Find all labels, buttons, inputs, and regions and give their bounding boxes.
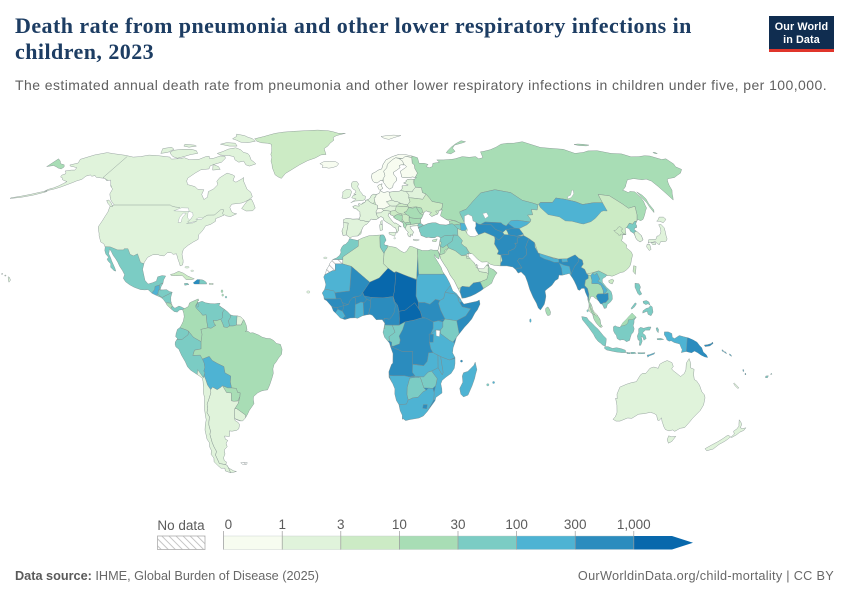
svg-text:0: 0	[225, 517, 233, 532]
svg-text:100: 100	[505, 517, 528, 532]
svg-text:1: 1	[278, 517, 286, 532]
svg-text:No data: No data	[157, 518, 205, 533]
svg-text:30: 30	[450, 517, 465, 532]
svg-text:3: 3	[337, 517, 345, 532]
svg-text:10: 10	[392, 517, 407, 532]
svg-text:300: 300	[564, 517, 587, 532]
svg-text:1,000: 1,000	[617, 517, 651, 532]
